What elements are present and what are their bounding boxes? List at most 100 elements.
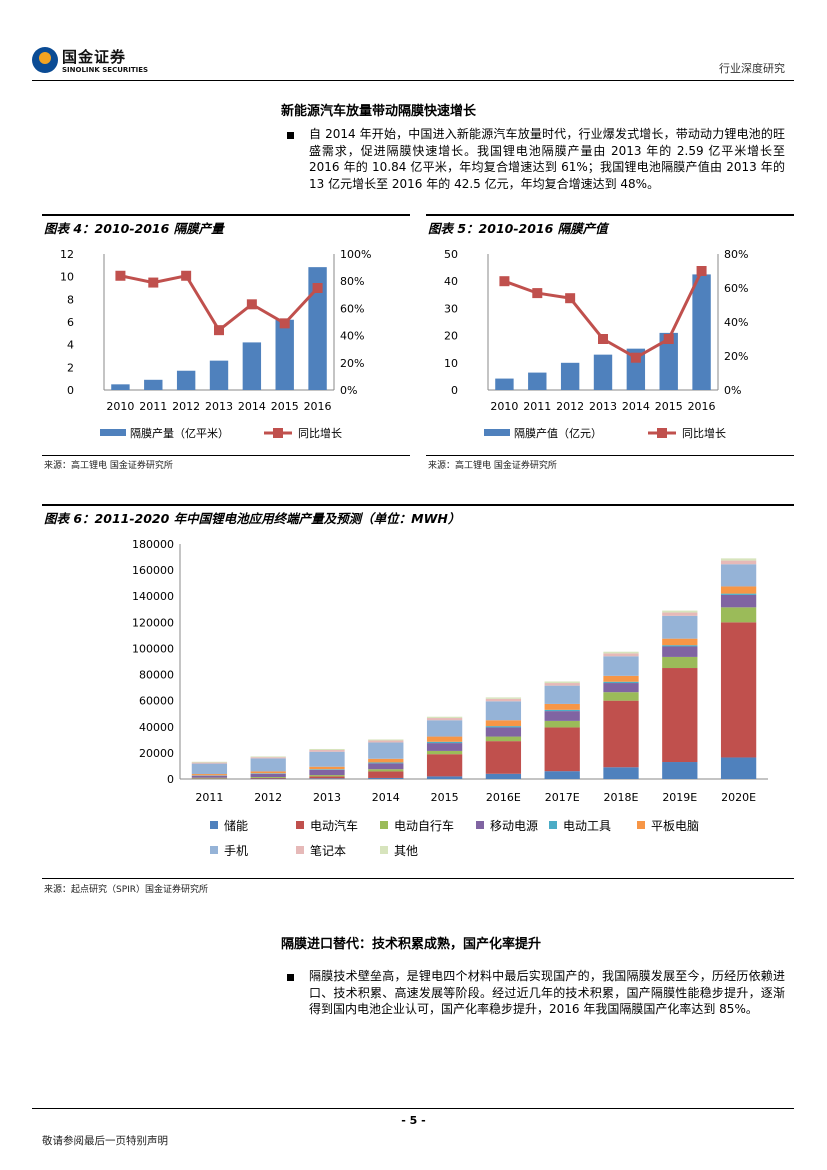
fig6-bar-segment bbox=[426, 716, 463, 719]
fig6-y-tick-label: 60000 bbox=[139, 695, 174, 708]
fig6-y-tick-label: 0 bbox=[167, 773, 174, 786]
fig6-bar-segment bbox=[309, 778, 345, 779]
fig4-top-rule bbox=[42, 214, 410, 216]
fig5-y-tick-label: 30 bbox=[444, 302, 458, 315]
fig6-bar-segment bbox=[485, 701, 522, 721]
fig6-y-tick-label: 20000 bbox=[139, 747, 174, 760]
fig5-x-tick-label: 2012 bbox=[556, 400, 584, 413]
fig5-x-tick-label: 2010 bbox=[490, 400, 518, 413]
fig6-bar-segment bbox=[426, 736, 463, 742]
fig6-bar-segment bbox=[720, 558, 757, 561]
fig5-x-tick-label: 2011 bbox=[523, 400, 551, 413]
paragraph-import: 隔膜技术壁垒高，是锂电四个材料中最后实现国产的，我国隔膜发展至今，历经历依赖进口… bbox=[309, 969, 785, 1016]
fig6-bar-segment bbox=[603, 681, 639, 684]
fig5-y2-tick-label: 80% bbox=[724, 248, 748, 261]
fig6-bar-segment bbox=[485, 741, 522, 774]
fig6-bar-segment bbox=[544, 681, 580, 684]
fig6-legend-label: 手机 bbox=[224, 844, 248, 858]
fig4-y-tick-label: 4 bbox=[67, 339, 74, 352]
fig6-x-tick-label: 2011 bbox=[195, 791, 223, 804]
bullet-square-icon bbox=[287, 974, 294, 981]
bullet-square-icon bbox=[287, 132, 294, 139]
fig6-bar-segment bbox=[662, 656, 698, 669]
fig6-y-tick-label: 120000 bbox=[132, 616, 174, 629]
fig6-bar-segment bbox=[603, 767, 639, 779]
fig4-x-tick-label: 2015 bbox=[271, 400, 299, 413]
fig6-legend-swatch bbox=[296, 821, 304, 829]
fig5-growth-point bbox=[663, 334, 674, 344]
fig6-legend-label: 储能 bbox=[224, 818, 248, 833]
fig6-bar-segment bbox=[720, 586, 757, 594]
fig6-bar-segment bbox=[544, 711, 580, 721]
fig5-bottom-rule bbox=[426, 455, 794, 456]
fig4-x-tick-label: 2012 bbox=[172, 400, 200, 413]
fig6-bar-segment bbox=[426, 741, 463, 744]
fig5-y2-tick-label: 60% bbox=[724, 282, 748, 295]
fig4-bar bbox=[209, 360, 229, 390]
fig6-bar-segment bbox=[309, 751, 345, 767]
fig6-legend-swatch bbox=[637, 821, 645, 829]
fig6-bar-segment bbox=[368, 777, 404, 779]
fig4-bottom-rule bbox=[42, 455, 410, 456]
document-type: 行业深度研究 bbox=[719, 62, 785, 75]
footer-disclaimer: 敬请参阅最后一页特别声明 bbox=[42, 1135, 168, 1147]
fig6-y-tick-label: 160000 bbox=[132, 564, 174, 577]
fig5-growth-point bbox=[696, 266, 707, 276]
fig6-x-tick-label: 2012 bbox=[254, 791, 282, 804]
fig6-x-tick-label: 2013 bbox=[313, 791, 341, 804]
fig6-bar-segment bbox=[485, 720, 522, 727]
fig6-y-tick-label: 80000 bbox=[139, 669, 174, 682]
fig4-y-tick-label: 12 bbox=[60, 248, 74, 261]
fig6-bar-segment bbox=[662, 612, 698, 616]
fig4-legend-bar-swatch bbox=[100, 429, 126, 436]
fig6-bar-segment bbox=[485, 698, 522, 702]
fig6-bar-segment bbox=[309, 775, 345, 777]
fig6-legend-label: 电动工具 bbox=[563, 819, 611, 833]
fig6-legend-swatch bbox=[380, 821, 388, 829]
fig6-legend-label: 移动电源 bbox=[490, 819, 538, 833]
fig6-title: 图表 6：2011-2020 年中国锂电池应用终端产量及预测（单位：MWH） bbox=[44, 511, 461, 526]
fig4-y-tick-label: 2 bbox=[67, 361, 74, 374]
fig4-x-tick-label: 2013 bbox=[205, 400, 233, 413]
fig4-legend-line-marker bbox=[273, 428, 283, 438]
fig6-bar-segment bbox=[720, 757, 757, 779]
fig4-y-tick-label: 0 bbox=[67, 384, 74, 397]
fig6-bar-segment bbox=[250, 771, 286, 774]
fig6-bar-segment bbox=[662, 668, 698, 763]
fig6-legend-swatch bbox=[210, 821, 218, 829]
fig6-x-tick-label: 2014 bbox=[372, 791, 400, 804]
fig5-source: 来源：高工锂电 国金证券研究所 bbox=[428, 461, 557, 471]
fig6-bar-segment bbox=[368, 771, 404, 778]
fig5-title: 图表 5：2010-2016 隔膜产值 bbox=[428, 221, 608, 236]
section-title-import: 隔膜进口替代：技术积累成熟，国产化率提升 bbox=[281, 937, 542, 952]
fig6-legend-label: 电动汽车 bbox=[310, 818, 358, 833]
fig6-bar-segment bbox=[368, 739, 404, 741]
fig6-bar-segment bbox=[662, 646, 698, 657]
fig5-growth-point bbox=[565, 293, 576, 304]
fig5-x-tick-label: 2014 bbox=[622, 400, 650, 413]
fig5-growth-point bbox=[598, 334, 608, 344]
fig6-bar-segment bbox=[309, 776, 345, 779]
fig4-y2-tick-label: 60% bbox=[340, 302, 364, 315]
fig6-legend-label: 平板电脑 bbox=[651, 819, 699, 833]
fig6-bar-segment bbox=[603, 675, 639, 682]
fig6-bar-segment bbox=[250, 756, 286, 758]
page-number: - 5 - bbox=[401, 1114, 426, 1127]
fig6-bar-segment bbox=[544, 771, 580, 779]
fig6-x-tick-label: 2018E bbox=[604, 791, 639, 804]
fig5-legend-bar-label: 隔膜产值（亿元） bbox=[514, 426, 602, 440]
fig4-x-tick-label: 2010 bbox=[106, 400, 134, 413]
fig5-top-rule bbox=[426, 214, 794, 216]
fig5-bar bbox=[659, 332, 678, 390]
fig5-bar bbox=[593, 354, 613, 390]
fig6-bar-segment bbox=[720, 560, 757, 565]
fig4-y-tick-label: 8 bbox=[67, 293, 74, 306]
fig4-growth-point bbox=[115, 270, 126, 281]
fig6-y-tick-label: 100000 bbox=[132, 642, 174, 655]
fig4-x-tick-label: 2016 bbox=[304, 400, 332, 413]
fig4-growth-point bbox=[312, 283, 323, 293]
logo-text-cn: 国金证券 bbox=[62, 48, 127, 66]
fig4-bar bbox=[275, 319, 294, 390]
fig6-bar-segment bbox=[426, 754, 463, 777]
fig6-bar-segment bbox=[720, 607, 757, 623]
